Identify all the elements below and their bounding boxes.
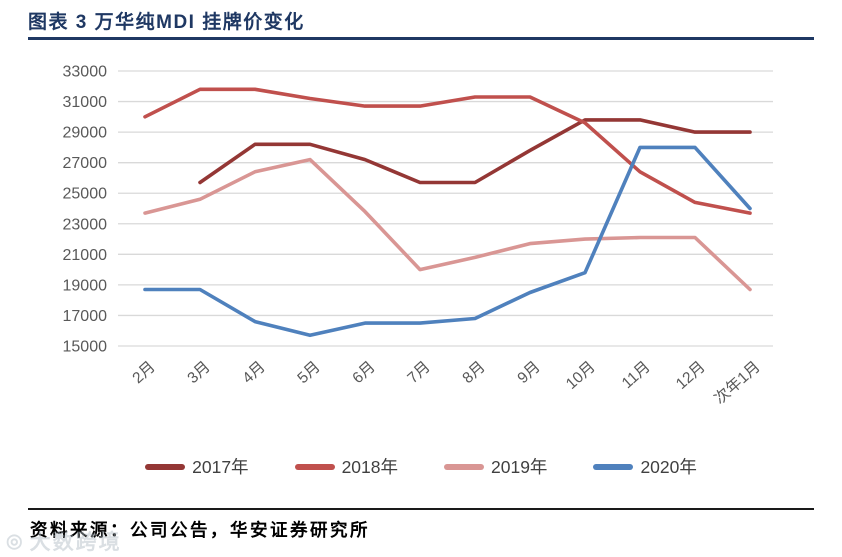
footer-divider <box>28 508 814 510</box>
x-axis-tick-label: 3月 <box>184 358 213 387</box>
x-axis-tick-label: 8月 <box>459 358 488 387</box>
series-line-2018 <box>143 87 752 215</box>
legend-swatch-icon <box>444 463 484 470</box>
legend-label: 2019年 <box>491 457 548 477</box>
legend-label: 2020年 <box>640 457 697 477</box>
y-axis-tick-label: 31000 <box>63 94 108 111</box>
y-axis-tick-label: 15000 <box>63 339 108 356</box>
y-axis-tick-label: 17000 <box>63 308 108 325</box>
x-axis-tick-label: 4月 <box>239 358 268 387</box>
line-chart: 15000 17000 19000 21000 23000 25000 27000 29000… <box>63 64 773 408</box>
series-line-2020 <box>143 145 752 338</box>
x-axis-tick-label: 7月 <box>404 358 433 387</box>
legend-item-2018: 2018年 <box>294 454 398 479</box>
x-axis-tick-label: 11月 <box>619 358 654 392</box>
x-axis-tick-label: 10月 <box>563 358 599 393</box>
legend-item-2020: 2020年 <box>593 454 697 479</box>
legend-swatch-icon <box>593 463 634 470</box>
x-axis-tick-label: 5月 <box>294 358 323 387</box>
chart-legend: 2017年 2018年 2019年 2020年 <box>0 454 842 479</box>
series-line-2019 <box>143 157 752 292</box>
x-axis-tick-label: 12月 <box>673 358 709 393</box>
y-axis-tick-label: 21000 <box>63 247 108 264</box>
legend-label: 2018年 <box>341 457 398 477</box>
watermark-logo-icon: ◎ <box>6 530 25 552</box>
title-divider <box>28 37 814 40</box>
x-axis-tick-label: 2月 <box>129 358 158 387</box>
y-axis-tick-label: 25000 <box>63 186 108 203</box>
legend-swatch-icon <box>145 463 186 470</box>
legend-item-2017: 2017年 <box>145 454 249 479</box>
legend-label: 2017年 <box>192 457 249 477</box>
x-axis-tick-label: 6月 <box>349 358 378 387</box>
x-axis-tick-label: 次年1月 <box>711 358 764 408</box>
legend-swatch-icon <box>294 463 335 470</box>
x-axis-tick-label: 9月 <box>514 358 543 387</box>
y-axis-tick-label: 19000 <box>63 277 108 294</box>
chart-title: 图表 3 万华纯MDI 挂牌价变化 <box>28 12 305 33</box>
series-line-2017 <box>198 118 752 185</box>
y-axis-tick-label: 33000 <box>63 64 108 81</box>
y-axis-tick-label: 29000 <box>63 125 108 142</box>
legend-item-2019: 2019年 <box>444 454 547 479</box>
source-note: 资料来源：公司公告，华安证券研究所 <box>30 520 370 540</box>
y-axis-tick-label: 27000 <box>63 155 108 172</box>
y-axis-tick-label: 23000 <box>63 216 108 233</box>
